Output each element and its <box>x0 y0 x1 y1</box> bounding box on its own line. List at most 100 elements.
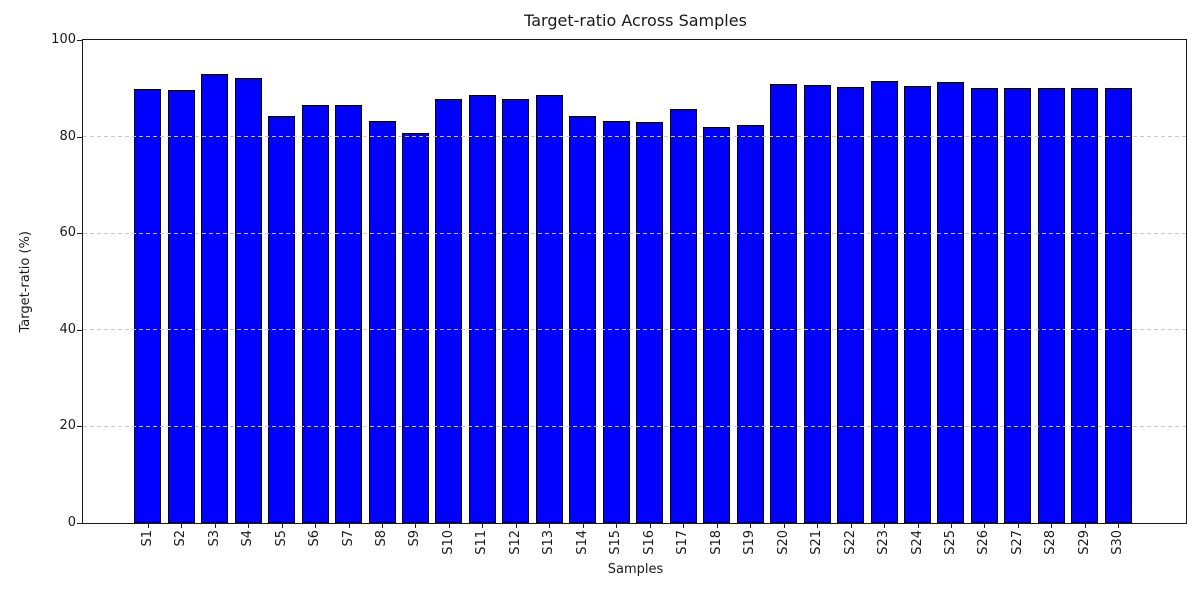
x-tick-mark <box>248 524 249 528</box>
x-tick-label-s4: S4 <box>240 530 255 547</box>
x-tick-label-s10: S10 <box>441 530 456 555</box>
plot-area <box>82 39 1187 524</box>
bar-slot <box>767 40 800 523</box>
x-tick-mark <box>784 524 785 528</box>
bar-s16 <box>636 122 664 523</box>
gridline-80 <box>83 136 1186 138</box>
bar-slot <box>700 40 733 523</box>
x-tick-label-s6: S6 <box>307 530 322 547</box>
x-tick-label-s29: S29 <box>1077 530 1092 555</box>
bar-slot <box>365 40 398 523</box>
bar-s5 <box>268 116 296 523</box>
y-tick-mark <box>77 330 82 331</box>
bar-slot <box>633 40 666 523</box>
y-tick-label-0: 0 <box>67 515 76 530</box>
x-tick-mark <box>683 524 684 528</box>
x-tick-mark <box>148 524 149 528</box>
bar-slot <box>231 40 264 523</box>
x-tick-mark <box>951 524 952 528</box>
bar-slot <box>901 40 934 523</box>
bar-slot <box>265 40 298 523</box>
bar-slot <box>800 40 833 523</box>
x-tick-label-s12: S12 <box>508 530 523 555</box>
bar-s10 <box>435 98 463 523</box>
bar-s2 <box>167 89 195 523</box>
bar-slot <box>198 40 231 523</box>
bar-slot <box>834 40 867 523</box>
gridline-60 <box>83 232 1186 234</box>
x-tick-mark <box>415 524 416 528</box>
x-tick-label-s13: S13 <box>541 530 556 555</box>
x-tick-label-s26: S26 <box>976 530 991 555</box>
y-tick-mark <box>77 40 82 41</box>
y-tick-label-60: 60 <box>59 225 76 240</box>
bar-s4 <box>234 78 262 523</box>
bar-slot <box>466 40 499 523</box>
bars-container <box>83 40 1186 523</box>
y-tick-mark <box>77 233 82 234</box>
bar-s17 <box>669 109 697 523</box>
bar-slot <box>131 40 164 523</box>
y-tick-mark <box>77 523 82 524</box>
x-tick-label-s23: S23 <box>876 530 891 555</box>
y-tick-label-80: 80 <box>59 129 76 144</box>
x-tick-label-s17: S17 <box>675 530 690 555</box>
bar-s24 <box>904 85 932 523</box>
bar-s29 <box>1071 87 1099 523</box>
bar-s14 <box>569 116 597 523</box>
x-tick-mark <box>650 524 651 528</box>
x-tick-label-s9: S9 <box>407 530 422 547</box>
bar-s18 <box>703 126 731 523</box>
x-tick-mark <box>1118 524 1119 528</box>
x-tick-mark <box>215 524 216 528</box>
bar-s30 <box>1104 87 1132 523</box>
gridline-20 <box>83 425 1186 427</box>
x-tick-label-s15: S15 <box>608 530 623 555</box>
x-tick-label-s16: S16 <box>642 530 657 555</box>
bar-s1 <box>134 88 162 523</box>
y-tick-mark <box>77 426 82 427</box>
x-tick-label-s7: S7 <box>341 530 356 547</box>
x-tick-label-s28: S28 <box>1043 530 1058 555</box>
bar-s13 <box>535 94 563 523</box>
x-tick-mark <box>817 524 818 528</box>
x-tick-label-s19: S19 <box>742 530 757 555</box>
x-tick-mark <box>1085 524 1086 528</box>
bar-slot <box>1001 40 1034 523</box>
x-tick-mark <box>449 524 450 528</box>
bar-slot <box>1068 40 1101 523</box>
bar-s27 <box>1004 87 1032 523</box>
x-tick-label-s20: S20 <box>776 530 791 555</box>
x-tick-mark <box>984 524 985 528</box>
y-tick-mark <box>77 137 82 138</box>
bar-s6 <box>301 104 329 523</box>
x-tick-label-s5: S5 <box>274 530 289 547</box>
bar-s3 <box>201 73 229 523</box>
x-tick-label-s24: S24 <box>910 530 925 555</box>
chart-title: Target-ratio Across Samples <box>524 11 747 30</box>
y-tick-label-40: 40 <box>59 322 76 337</box>
x-tick-label-s1: S1 <box>140 530 155 547</box>
x-tick-mark <box>482 524 483 528</box>
bar-slot <box>934 40 967 523</box>
x-tick-mark <box>851 524 852 528</box>
bar-slot <box>432 40 465 523</box>
bar-slot <box>499 40 532 523</box>
x-tick-mark <box>549 524 550 528</box>
x-tick-label-s2: S2 <box>173 530 188 547</box>
bar-slot <box>566 40 599 523</box>
x-tick-mark <box>583 524 584 528</box>
x-tick-mark <box>282 524 283 528</box>
y-tick-label-20: 20 <box>59 418 76 433</box>
x-axis-label: Samples <box>607 562 664 577</box>
x-tick-mark <box>315 524 316 528</box>
x-tick-label-s18: S18 <box>709 530 724 555</box>
x-tick-mark <box>1018 524 1019 528</box>
x-tick-mark <box>516 524 517 528</box>
x-tick-label-s3: S3 <box>207 530 222 547</box>
x-tick-label-s11: S11 <box>474 530 489 555</box>
bar-s23 <box>870 80 898 523</box>
bar-slot <box>399 40 432 523</box>
x-tick-label-s8: S8 <box>374 530 389 547</box>
bar-s8 <box>368 121 396 523</box>
